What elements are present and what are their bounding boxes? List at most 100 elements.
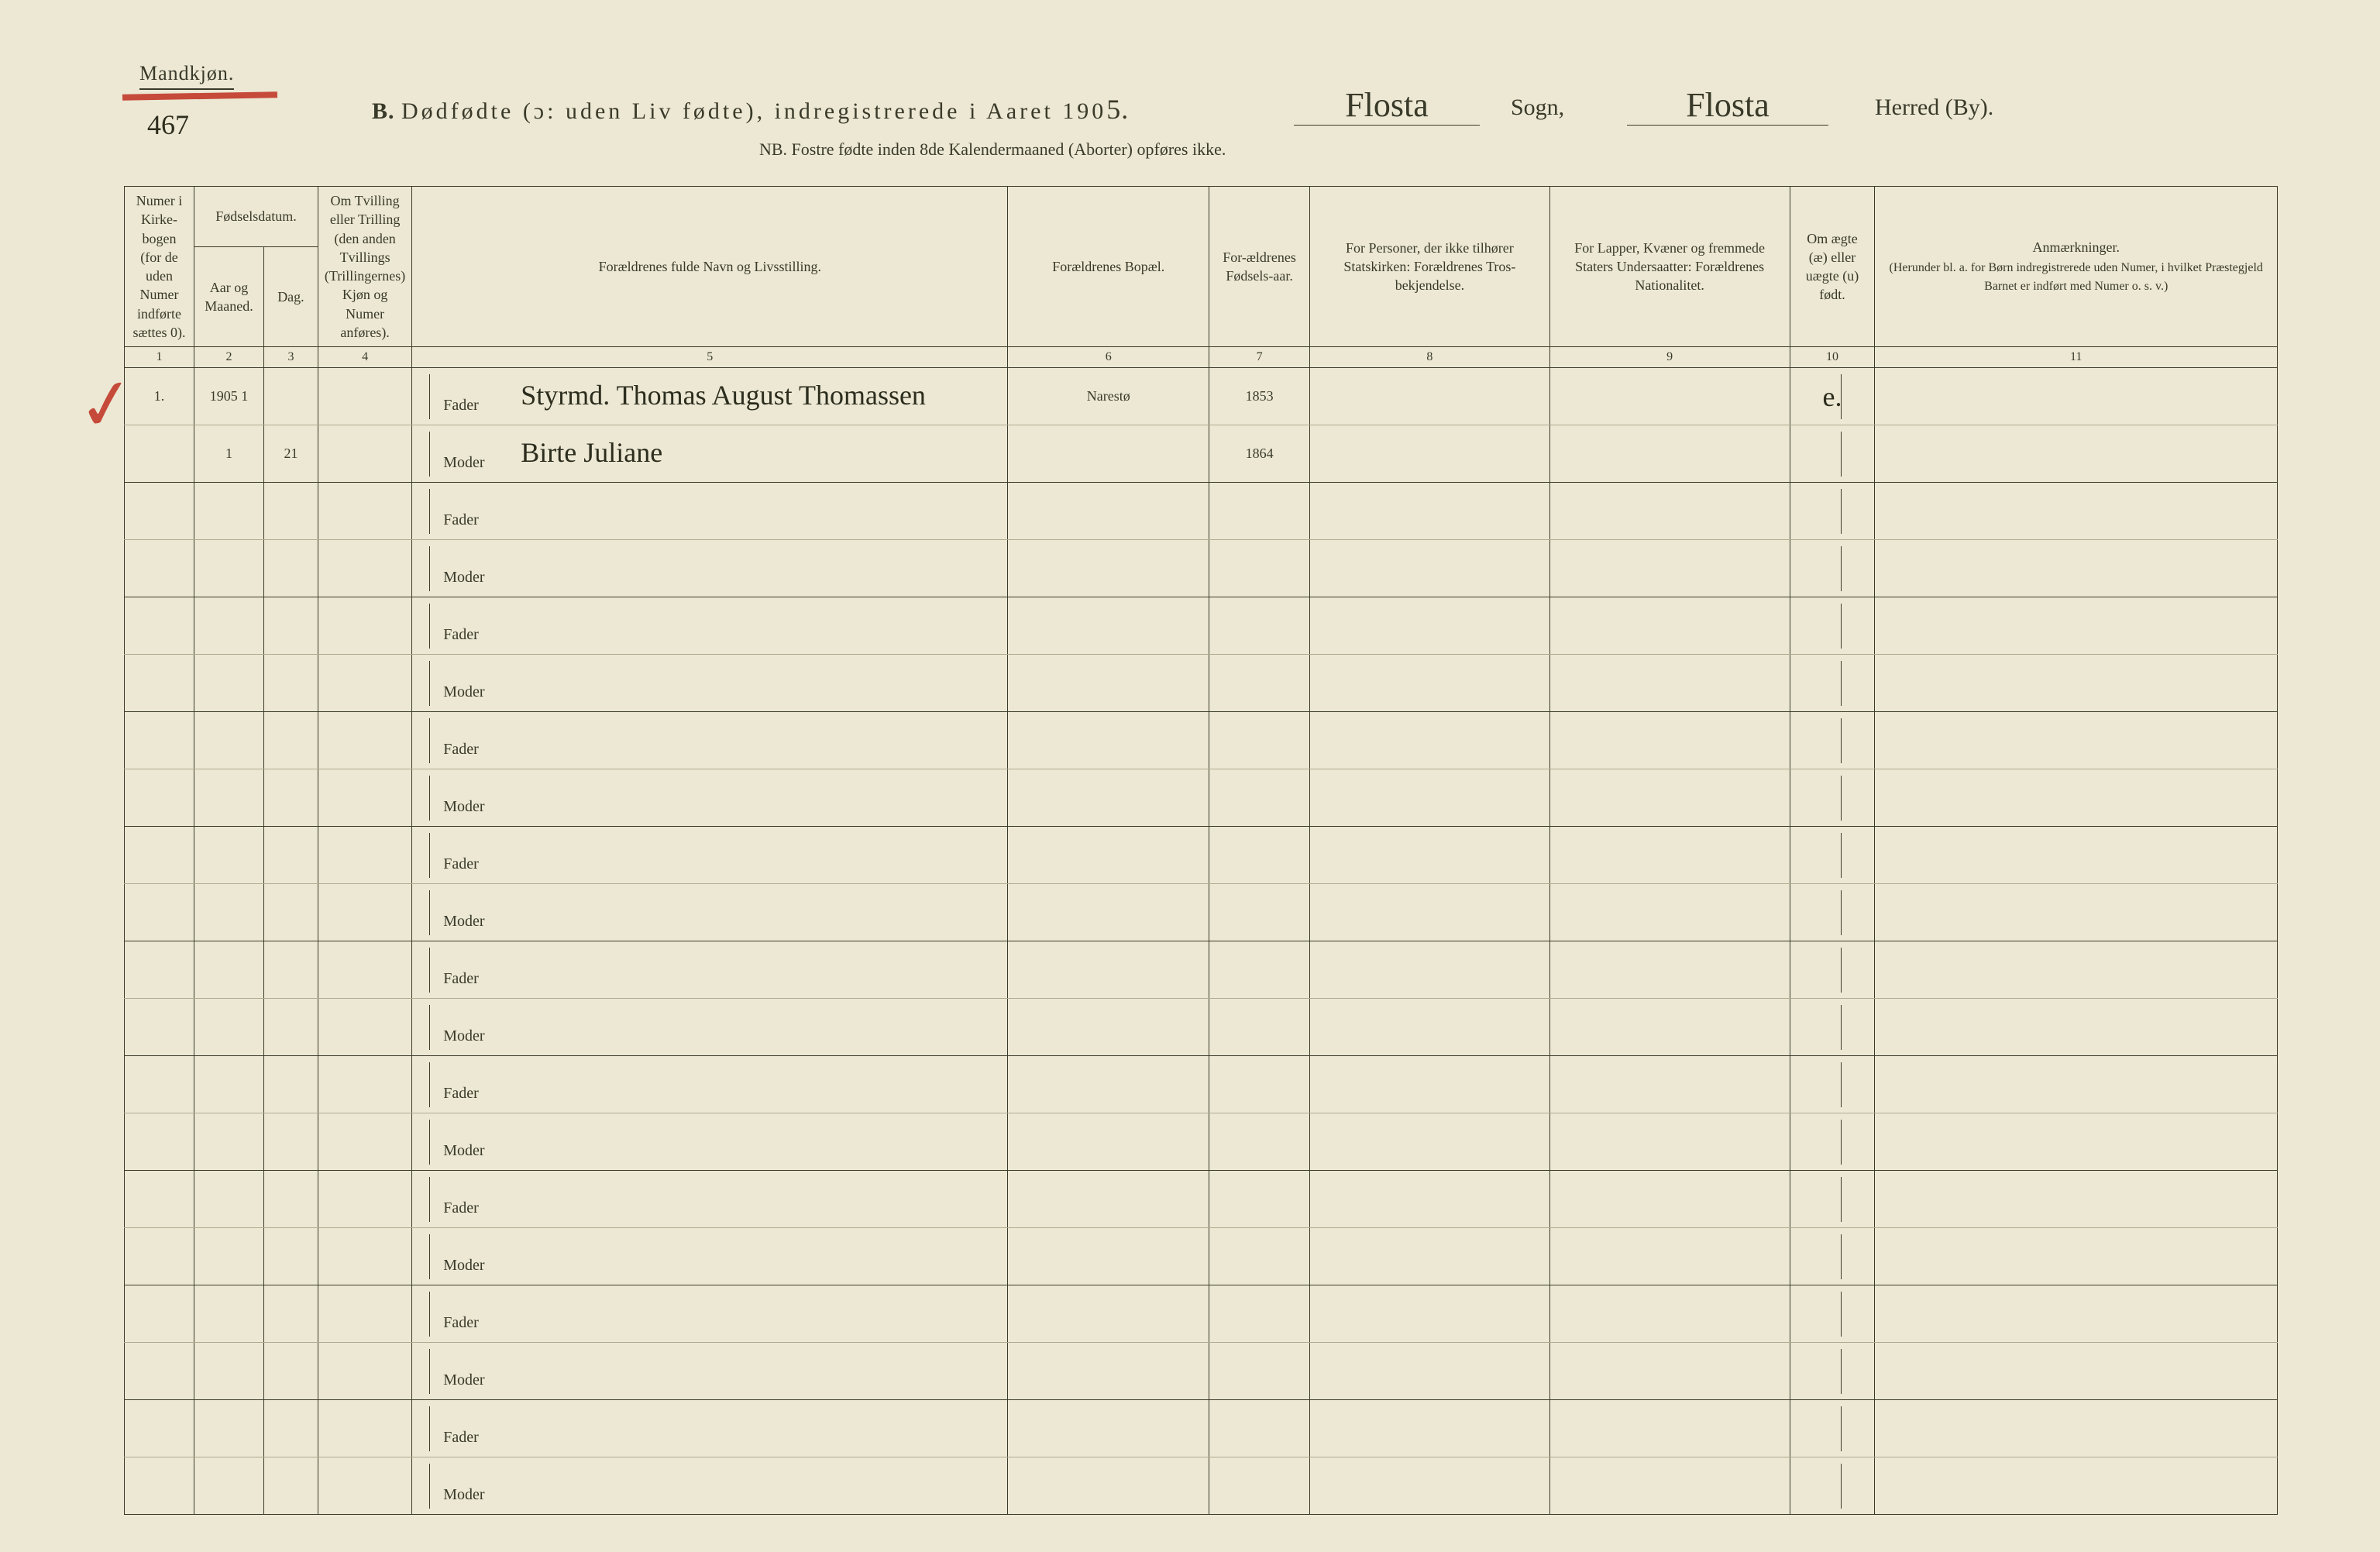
residence-value: Narestø xyxy=(1008,368,1209,425)
role-divider-icon xyxy=(429,1292,430,1337)
cell-blank xyxy=(1310,827,1550,884)
cell-blank xyxy=(1790,483,1875,540)
legit-value: e. xyxy=(1822,381,1842,412)
cell-blank xyxy=(1008,1228,1209,1285)
cell-blank xyxy=(1310,425,1550,483)
cell-blank xyxy=(1549,769,1790,827)
cell-blank xyxy=(125,1056,194,1113)
cell-blank xyxy=(1875,1228,2278,1285)
cell-blank xyxy=(1875,1113,2278,1171)
col-header-year-month: Aar og Maaned. xyxy=(194,247,263,347)
col10-divider-icon xyxy=(1841,718,1842,763)
cell-blank xyxy=(1310,655,1550,712)
role-divider-icon xyxy=(429,718,430,763)
table-row: Moder xyxy=(125,540,2278,597)
role-divider-icon xyxy=(429,1120,430,1165)
role-label-moder: Moder xyxy=(443,1486,484,1504)
col10-divider-icon xyxy=(1841,604,1842,649)
cell-blank xyxy=(1008,941,1209,999)
cell-blank xyxy=(1790,655,1875,712)
cell-blank xyxy=(1310,1228,1550,1285)
col-header-legitimate: Om ægte (æ) eller uægte (u) født. xyxy=(1790,187,1875,347)
cell-blank xyxy=(194,827,263,884)
parents-cell-moder: Moder xyxy=(412,1113,1008,1171)
role-divider-icon xyxy=(429,1406,430,1451)
cell-blank xyxy=(1549,884,1790,941)
cell-blank xyxy=(1875,769,2278,827)
cell-blank xyxy=(1209,1113,1310,1171)
col10-divider-icon xyxy=(1841,948,1842,993)
colnum: 11 xyxy=(1875,347,2278,368)
col10-divider-icon xyxy=(1841,776,1842,821)
col10-divider-icon xyxy=(1841,661,1842,706)
cell-blank xyxy=(125,1113,194,1171)
table-row: 1 21 Moder Birte Juliane 1864 xyxy=(125,425,2278,483)
cell-blank xyxy=(1549,1285,1790,1343)
cell-blank xyxy=(194,941,263,999)
cell-blank xyxy=(125,655,194,712)
col10-divider-icon xyxy=(1841,1005,1842,1050)
cell-blank xyxy=(1008,425,1209,483)
cell-blank xyxy=(1790,712,1875,769)
cell-blank xyxy=(1310,769,1550,827)
role-divider-icon xyxy=(429,1464,430,1509)
cell-blank xyxy=(263,1171,318,1228)
cell-blank xyxy=(318,425,411,483)
cell-blank xyxy=(318,1400,411,1457)
cell-blank xyxy=(1790,1343,1875,1400)
cell-blank xyxy=(263,769,318,827)
cell-blank xyxy=(1875,712,2278,769)
parents-cell-moder: Moder xyxy=(412,999,1008,1056)
remarks-sub: (Herunder bl. a. for Børn indregistrered… xyxy=(1890,261,2263,294)
role-label-moder: Moder xyxy=(443,1371,484,1389)
role-label-fader: Fader xyxy=(443,855,479,873)
cell-blank xyxy=(1008,540,1209,597)
parents-cell-moder: Moder xyxy=(412,769,1008,827)
moder-birthyear: 1864 xyxy=(1209,425,1310,483)
cell-blank xyxy=(125,1400,194,1457)
parents-cell-moder: Moder xyxy=(412,1228,1008,1285)
table-row: 1. 1905 1 Fader Styrmd. Thomas August Th… xyxy=(125,368,2278,425)
remarks-title: Anmærkninger. xyxy=(2032,239,2120,255)
col10-divider-icon xyxy=(1841,1062,1842,1107)
cell-blank xyxy=(194,884,263,941)
col-header-day: Dag. xyxy=(263,247,318,347)
col10-divider-icon xyxy=(1841,546,1842,591)
cell-blank xyxy=(318,597,411,655)
cell-blank xyxy=(1790,1457,1875,1515)
cell-blank xyxy=(1008,1400,1209,1457)
colnum: 5 xyxy=(412,347,1008,368)
cell-blank xyxy=(1549,655,1790,712)
cell-blank xyxy=(1310,941,1550,999)
parents-cell-moder: Moder xyxy=(412,540,1008,597)
cell-blank xyxy=(194,999,263,1056)
cell-blank xyxy=(318,1457,411,1515)
entry-day-blank xyxy=(263,368,318,425)
cell-blank xyxy=(1549,827,1790,884)
role-divider-icon xyxy=(429,374,430,419)
cell-blank xyxy=(318,827,411,884)
role-divider-icon xyxy=(429,661,430,706)
role-label-fader: Fader xyxy=(443,397,479,415)
cell-blank xyxy=(1310,884,1550,941)
cell-blank xyxy=(125,1457,194,1515)
cell-blank xyxy=(1549,483,1790,540)
parents-cell-fader: Fader xyxy=(412,597,1008,655)
cell-blank xyxy=(263,1400,318,1457)
nb-note: NB. Fostre fødte inden 8de Kalendermaane… xyxy=(759,139,1226,160)
cell-blank xyxy=(125,1228,194,1285)
table-row: Fader xyxy=(125,597,2278,655)
table-row: Moder xyxy=(125,1343,2278,1400)
cell-blank xyxy=(1875,941,2278,999)
table-row: Fader xyxy=(125,1400,2278,1457)
col-header-birthyears: For-ældrenes Fødsels-aar. xyxy=(1209,187,1310,347)
col-header-parents: Forældrenes fulde Navn og Livsstilling. xyxy=(412,187,1008,347)
red-underline xyxy=(122,91,277,100)
cell-blank xyxy=(1008,999,1209,1056)
colnum: 8 xyxy=(1310,347,1550,368)
cell-blank xyxy=(1209,483,1310,540)
year-last-digit: 5. xyxy=(1106,93,1129,126)
cell-blank xyxy=(125,999,194,1056)
cell-blank xyxy=(1008,884,1209,941)
cell-blank xyxy=(1209,1171,1310,1228)
